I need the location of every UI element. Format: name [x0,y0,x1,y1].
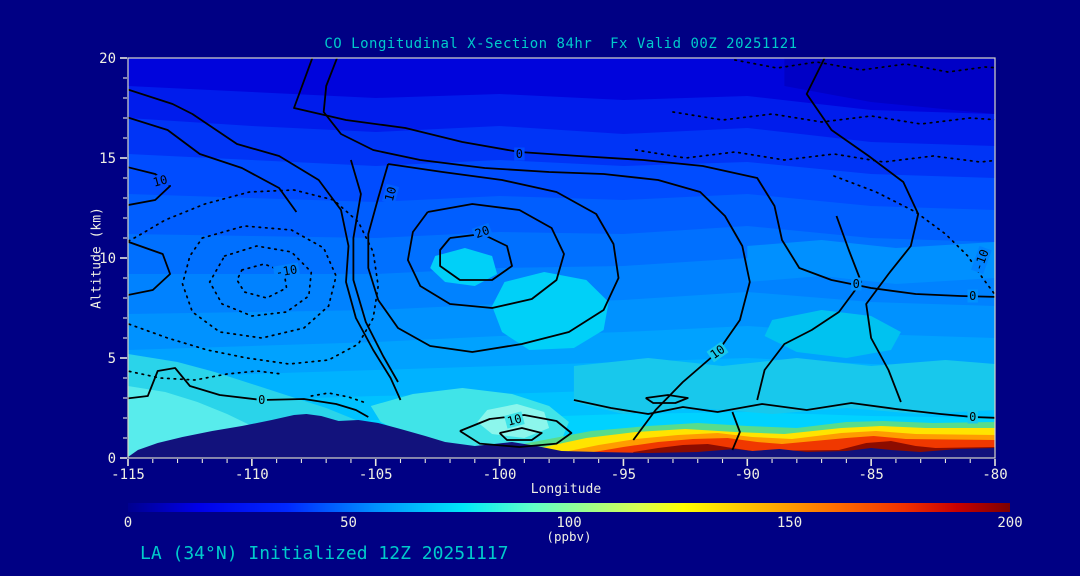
svg-text:20: 20 [99,51,116,67]
svg-text:0: 0 [124,515,132,531]
svg-text:-90: -90 [735,467,760,483]
svg-text:-110: -110 [235,467,269,483]
y-axis-title: Altitude (km) [89,207,105,309]
svg-text:10: 10 [382,185,399,203]
colorbar-tick-labels: 0 50 100 150 200 [124,515,1023,531]
plot-field: 0 0 0 0 0 10 10 10 10 20 -10 -10 [128,58,995,458]
svg-text:15: 15 [99,151,116,167]
svg-text:10: 10 [708,342,728,362]
y-axis-ticks [120,57,127,459]
svg-text:-105: -105 [359,467,393,483]
svg-text:50: 50 [340,515,357,531]
chart-title: CO Longitudinal X-Section 84hr Fx Valid … [324,36,798,52]
x-axis-title: Longitude [530,482,602,497]
svg-text:-95: -95 [611,467,636,483]
svg-text:-100: -100 [483,467,517,483]
svg-text:20: 20 [473,223,491,241]
init-annotation: LA (34°N) Initialized 12Z 20251117 [140,543,509,564]
plot-frame [127,57,996,459]
svg-text:100: 100 [556,515,581,531]
contour-lines-dotted [128,59,995,403]
svg-text:-10: -10 [971,247,992,272]
surface-hot-layer [462,421,995,458]
svg-text:-115: -115 [111,467,145,483]
x-axis-ticks [127,459,996,466]
svg-text:150: 150 [777,515,802,531]
svg-text:200: 200 [997,515,1022,531]
svg-text:0: 0 [516,147,523,161]
svg-text:10: 10 [506,411,524,428]
colorbar [128,503,1010,512]
svg-text:-80: -80 [982,467,1007,483]
svg-text:-85: -85 [858,467,883,483]
svg-text:5: 5 [108,351,116,367]
svg-text:10: 10 [99,251,116,267]
x-tick-labels: -115 -110 -105 -100 -95 -90 -85 -80 [111,467,1008,483]
svg-text:0: 0 [258,393,265,407]
svg-text:10: 10 [151,172,169,189]
svg-text:0: 0 [969,410,976,424]
colorbar-units-label: (ppbv) [546,529,592,544]
terrain-silhouette [128,414,995,458]
svg-text:-10: -10 [275,262,299,280]
svg-text:0: 0 [108,451,116,467]
svg-text:0: 0 [853,277,860,291]
contour-labels: 0 0 0 0 0 10 10 10 10 20 -10 -10 [149,147,992,429]
y-tick-labels: 0 5 10 15 20 [99,51,116,467]
svg-text:0: 0 [969,289,976,303]
